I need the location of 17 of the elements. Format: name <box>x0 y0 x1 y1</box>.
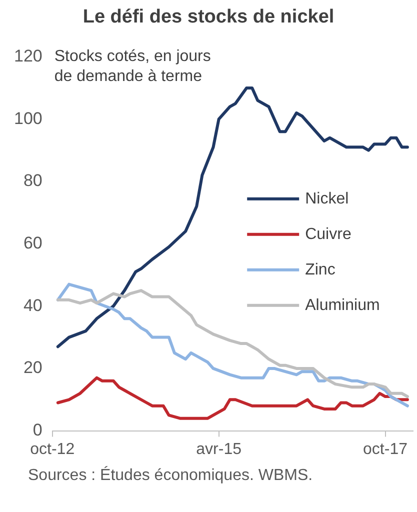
y-tick-label: 120 <box>14 46 42 66</box>
y-tick-label: 80 <box>23 171 42 190</box>
legend-label: Cuivre <box>305 226 352 243</box>
x-tick-label: avr-15 <box>196 440 242 458</box>
chart-title: Le défi des stocks de nickel <box>82 6 334 28</box>
legend-label: Aluminium <box>305 296 380 314</box>
legend-label: Zinc <box>305 261 336 278</box>
y-axis-title: Stocks cotés, en jours de demande à terme <box>54 48 211 86</box>
y-tick-label: 60 <box>23 233 42 252</box>
y-tick-label: 0 <box>32 420 42 440</box>
x-tick-label: oct-12 <box>30 440 75 458</box>
x-tick-label: oct-17 <box>363 440 408 458</box>
y-tick-label: 40 <box>23 296 42 315</box>
y-tick-label: 20 <box>23 358 42 378</box>
legend-label: Nickel <box>305 190 349 208</box>
y-tick-label: 100 <box>14 108 42 128</box>
source-note: Sources : Études économiques. WBMS. <box>28 466 314 485</box>
